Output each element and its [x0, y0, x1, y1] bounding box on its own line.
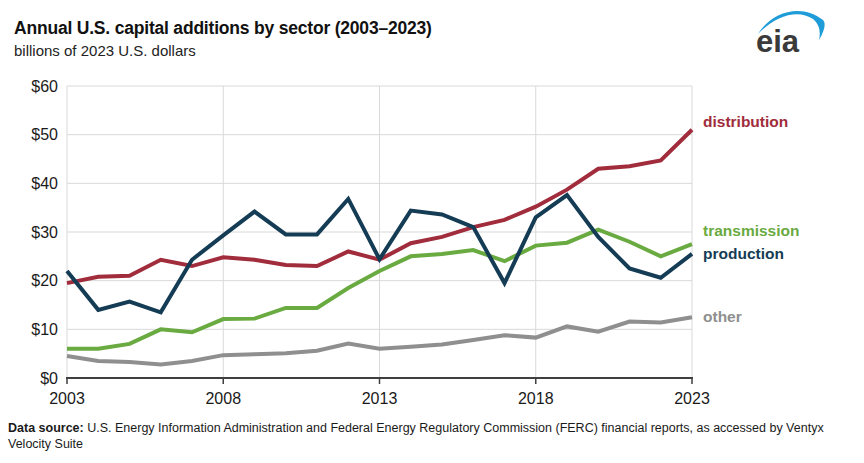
data-source-note: Data source: U.S. Energy Information Adm… [8, 420, 836, 453]
data-source-text: U.S. Energy Information Administration a… [8, 421, 824, 451]
x-tick-label: 2023 [674, 390, 710, 407]
x-tick-label: 2013 [362, 390, 398, 407]
x-tick-label: 2018 [518, 390, 554, 407]
line-chart: $0 $10 $20 $30 $40 $50 $60 2003 2008 2013 2018 2023… [0, 0, 864, 416]
series-label-transmission: transmission [703, 222, 799, 239]
series-label-distribution: distribution [703, 113, 788, 130]
y-tick-label: $20 [31, 272, 58, 289]
series-label-production: production [703, 245, 784, 262]
x-tick-label: 2008 [205, 390, 241, 407]
y-tick-label: $10 [31, 321, 58, 338]
y-tick-label: $50 [31, 126, 58, 143]
y-tick-label: $30 [31, 224, 58, 241]
y-tick-label: $40 [31, 175, 58, 192]
chart-page: Annual U.S. capital additions by sector … [0, 0, 864, 463]
series-label-other: other [703, 308, 742, 325]
x-tick-label: 2003 [49, 390, 85, 407]
y-tick-label: $0 [40, 370, 58, 387]
y-tick-label: $60 [31, 78, 58, 95]
data-source-label: Data source: [8, 421, 84, 435]
